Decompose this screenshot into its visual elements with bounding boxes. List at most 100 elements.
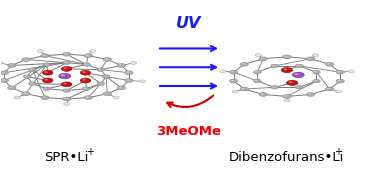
Circle shape: [8, 86, 16, 90]
Circle shape: [240, 62, 248, 66]
Circle shape: [64, 83, 67, 84]
Circle shape: [231, 71, 234, 72]
Circle shape: [259, 57, 267, 61]
Circle shape: [283, 95, 291, 98]
Circle shape: [327, 63, 330, 64]
Circle shape: [45, 88, 47, 89]
Circle shape: [261, 58, 263, 59]
Circle shape: [91, 50, 93, 51]
Circle shape: [99, 69, 101, 70]
Circle shape: [39, 50, 40, 51]
Circle shape: [62, 97, 71, 101]
Circle shape: [307, 93, 315, 96]
Circle shape: [257, 54, 259, 55]
Circle shape: [64, 67, 67, 69]
Circle shape: [80, 78, 91, 83]
Circle shape: [65, 103, 67, 104]
Circle shape: [99, 83, 101, 84]
Circle shape: [308, 93, 311, 95]
Circle shape: [294, 73, 299, 75]
Circle shape: [14, 96, 20, 99]
Text: SPR•Li: SPR•Li: [44, 151, 89, 164]
Text: Dibenzofurans•Li: Dibenzofurans•Li: [229, 151, 345, 164]
Circle shape: [348, 70, 354, 73]
Circle shape: [297, 65, 299, 66]
Circle shape: [229, 79, 238, 83]
Circle shape: [23, 75, 31, 78]
Circle shape: [254, 79, 261, 83]
Circle shape: [313, 71, 320, 74]
Circle shape: [126, 79, 129, 80]
Circle shape: [336, 79, 344, 83]
Circle shape: [132, 62, 133, 63]
Circle shape: [84, 96, 92, 99]
Circle shape: [29, 68, 36, 71]
Circle shape: [61, 82, 72, 87]
Circle shape: [308, 58, 311, 59]
Circle shape: [63, 89, 70, 92]
Circle shape: [126, 72, 129, 73]
Circle shape: [289, 81, 293, 83]
Circle shape: [119, 87, 122, 88]
Circle shape: [295, 86, 303, 89]
Circle shape: [63, 61, 70, 64]
Circle shape: [90, 50, 96, 52]
Circle shape: [314, 80, 317, 81]
Circle shape: [325, 87, 334, 91]
Circle shape: [30, 69, 33, 70]
Circle shape: [42, 70, 53, 75]
Circle shape: [281, 67, 293, 73]
Text: UV: UV: [176, 16, 202, 31]
Circle shape: [86, 96, 88, 98]
Circle shape: [23, 58, 26, 60]
Circle shape: [37, 50, 43, 52]
Circle shape: [125, 71, 133, 75]
Circle shape: [23, 93, 26, 94]
Circle shape: [0, 62, 3, 64]
Circle shape: [287, 80, 298, 85]
Circle shape: [297, 86, 299, 87]
Circle shape: [240, 87, 248, 91]
Circle shape: [295, 64, 303, 68]
Circle shape: [25, 76, 27, 77]
Circle shape: [43, 63, 51, 66]
Circle shape: [64, 103, 70, 105]
Text: 3MeOMe: 3MeOMe: [156, 125, 222, 138]
Circle shape: [285, 100, 287, 101]
Circle shape: [105, 58, 107, 60]
Circle shape: [2, 79, 5, 80]
Circle shape: [86, 55, 88, 56]
FancyArrowPatch shape: [160, 46, 216, 51]
Circle shape: [259, 93, 267, 96]
Circle shape: [41, 54, 49, 57]
Circle shape: [104, 76, 106, 77]
Circle shape: [313, 79, 320, 83]
Circle shape: [284, 95, 287, 96]
Text: +: +: [334, 147, 342, 157]
Circle shape: [254, 71, 261, 74]
Circle shape: [64, 53, 67, 54]
Circle shape: [325, 62, 334, 66]
Circle shape: [337, 91, 339, 92]
Circle shape: [327, 88, 330, 89]
Circle shape: [64, 62, 67, 63]
Circle shape: [141, 80, 143, 81]
Circle shape: [314, 71, 317, 72]
Circle shape: [84, 54, 92, 57]
Circle shape: [9, 87, 12, 88]
Circle shape: [283, 55, 291, 59]
Circle shape: [242, 63, 245, 64]
Circle shape: [255, 54, 261, 56]
Circle shape: [22, 92, 30, 96]
Circle shape: [284, 68, 287, 70]
Circle shape: [45, 71, 48, 73]
Circle shape: [82, 71, 86, 73]
FancyArrowPatch shape: [167, 95, 213, 107]
Circle shape: [83, 87, 90, 90]
Circle shape: [232, 90, 239, 93]
Circle shape: [113, 96, 119, 99]
Circle shape: [22, 58, 30, 61]
Circle shape: [117, 86, 125, 90]
Circle shape: [61, 74, 65, 76]
Circle shape: [103, 58, 112, 61]
